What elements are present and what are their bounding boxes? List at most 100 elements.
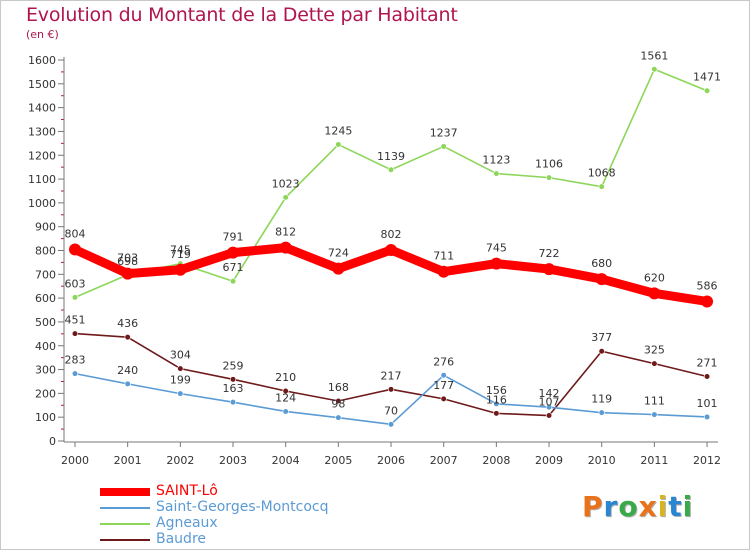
y-tick-label: 200 — [35, 387, 56, 400]
data-label: 1106 — [535, 158, 563, 171]
series-saint-georges-montcocq — [71, 370, 711, 428]
data-point — [387, 386, 395, 393]
data-point — [701, 295, 714, 308]
legend-swatch — [100, 539, 150, 541]
data-point — [385, 244, 398, 257]
data-point — [440, 372, 447, 379]
data-label: 1471 — [693, 71, 721, 84]
data-point — [227, 246, 240, 259]
data-point — [69, 243, 81, 256]
data-label: 217 — [381, 369, 402, 382]
x-tick-label: 2005 — [324, 454, 352, 467]
data-label: 325 — [644, 344, 665, 357]
data-point — [387, 166, 395, 173]
y-tick-label: 700 — [35, 268, 56, 281]
data-label: 680 — [591, 257, 612, 270]
y-tick-label: 0 — [49, 435, 56, 448]
data-label: 1561 — [640, 49, 668, 62]
y-tick-label: 900 — [35, 221, 56, 234]
data-point — [545, 412, 553, 419]
data-label: 791 — [223, 231, 244, 244]
data-point — [598, 409, 605, 416]
data-point — [598, 348, 605, 355]
data-label: 259 — [223, 359, 244, 372]
y-tick-label: 500 — [35, 316, 56, 329]
data-point — [543, 263, 556, 276]
data-point — [282, 194, 289, 201]
logo-letter: P — [582, 490, 604, 523]
data-point — [545, 404, 553, 411]
chart-unit: (en €) — [26, 28, 59, 41]
labels-baudre: 451 436 304 259 210 168 217 177 116 107 377 325 271 — [65, 314, 718, 409]
legend-swatch — [100, 488, 150, 496]
y-tick-label: 1400 — [28, 102, 56, 115]
data-label: 210 — [275, 371, 296, 384]
data-label: 304 — [170, 349, 191, 362]
series-saint-l- — [69, 241, 714, 308]
logo-letter: i — [657, 490, 669, 523]
labels-saint-l-: 804 703 719 791 812 724 802 711 745 722 680 620 586 — [65, 226, 718, 293]
data-label: 276 — [433, 355, 454, 368]
data-label: 156 — [486, 384, 507, 397]
data-point — [124, 334, 131, 341]
data-point — [387, 421, 395, 428]
data-point — [229, 278, 237, 285]
x-tick-label: 2008 — [482, 454, 510, 467]
legend-swatch — [100, 507, 150, 509]
data-point — [335, 414, 342, 421]
series-baudre — [71, 330, 711, 419]
x-tick-label: 2004 — [272, 454, 300, 467]
data-label: 107 — [539, 396, 560, 409]
data-point — [335, 397, 342, 405]
x-tick-label: 2006 — [377, 454, 405, 467]
data-point — [648, 287, 661, 300]
y-tick-label: 1000 — [28, 197, 56, 210]
data-label: 377 — [591, 331, 612, 344]
logo-letter: o — [618, 490, 639, 523]
data-point — [651, 66, 658, 73]
data-label: 199 — [170, 374, 191, 387]
data-label: 802 — [381, 228, 402, 241]
x-tick-label: 2012 — [693, 454, 721, 467]
y-tick-label: 1300 — [28, 125, 56, 138]
data-point — [177, 390, 184, 397]
chart-title: Evolution du Montant de la Dette par Hab… — [26, 4, 458, 26]
data-label: 142 — [539, 387, 560, 400]
data-label: 745 — [170, 244, 191, 257]
data-label: 1068 — [588, 167, 616, 180]
logo-letter: i — [682, 490, 694, 523]
data-point — [177, 365, 184, 372]
data-point — [124, 380, 131, 387]
data-label: 711 — [433, 250, 454, 263]
legend-item: Saint-Georges-Montcocq — [100, 499, 329, 515]
data-label: 70 — [384, 404, 398, 417]
data-point — [545, 174, 553, 181]
legend-item: Agneaux — [100, 515, 329, 531]
y-tick-label: 1600 — [28, 54, 56, 67]
data-label: 111 — [644, 395, 665, 408]
data-label: 719 — [170, 248, 191, 261]
data-point — [703, 373, 711, 380]
x-tick-label: 2007 — [430, 454, 458, 467]
data-point — [493, 170, 500, 177]
data-point — [703, 413, 711, 421]
data-label: 177 — [433, 379, 454, 392]
y-tick-label: 100 — [35, 411, 56, 424]
x-axis: 2000 2001 2002 2003 2004 2005 2006 2007 2008 2009… — [61, 441, 721, 467]
data-point — [598, 183, 605, 190]
data-point — [71, 294, 79, 301]
data-label: 101 — [697, 397, 718, 410]
data-point — [703, 87, 711, 94]
data-point — [651, 411, 658, 418]
data-label: 620 — [644, 271, 665, 284]
data-label: 163 — [223, 382, 244, 395]
data-point — [282, 408, 289, 415]
legend-swatch — [100, 523, 150, 525]
data-label: 1023 — [272, 177, 300, 190]
y-tick-label: 1200 — [28, 149, 56, 162]
x-tick-label: 2009 — [535, 454, 563, 467]
data-point — [121, 267, 134, 280]
data-label: 724 — [328, 247, 349, 260]
data-point — [279, 241, 292, 254]
data-point — [335, 141, 342, 148]
